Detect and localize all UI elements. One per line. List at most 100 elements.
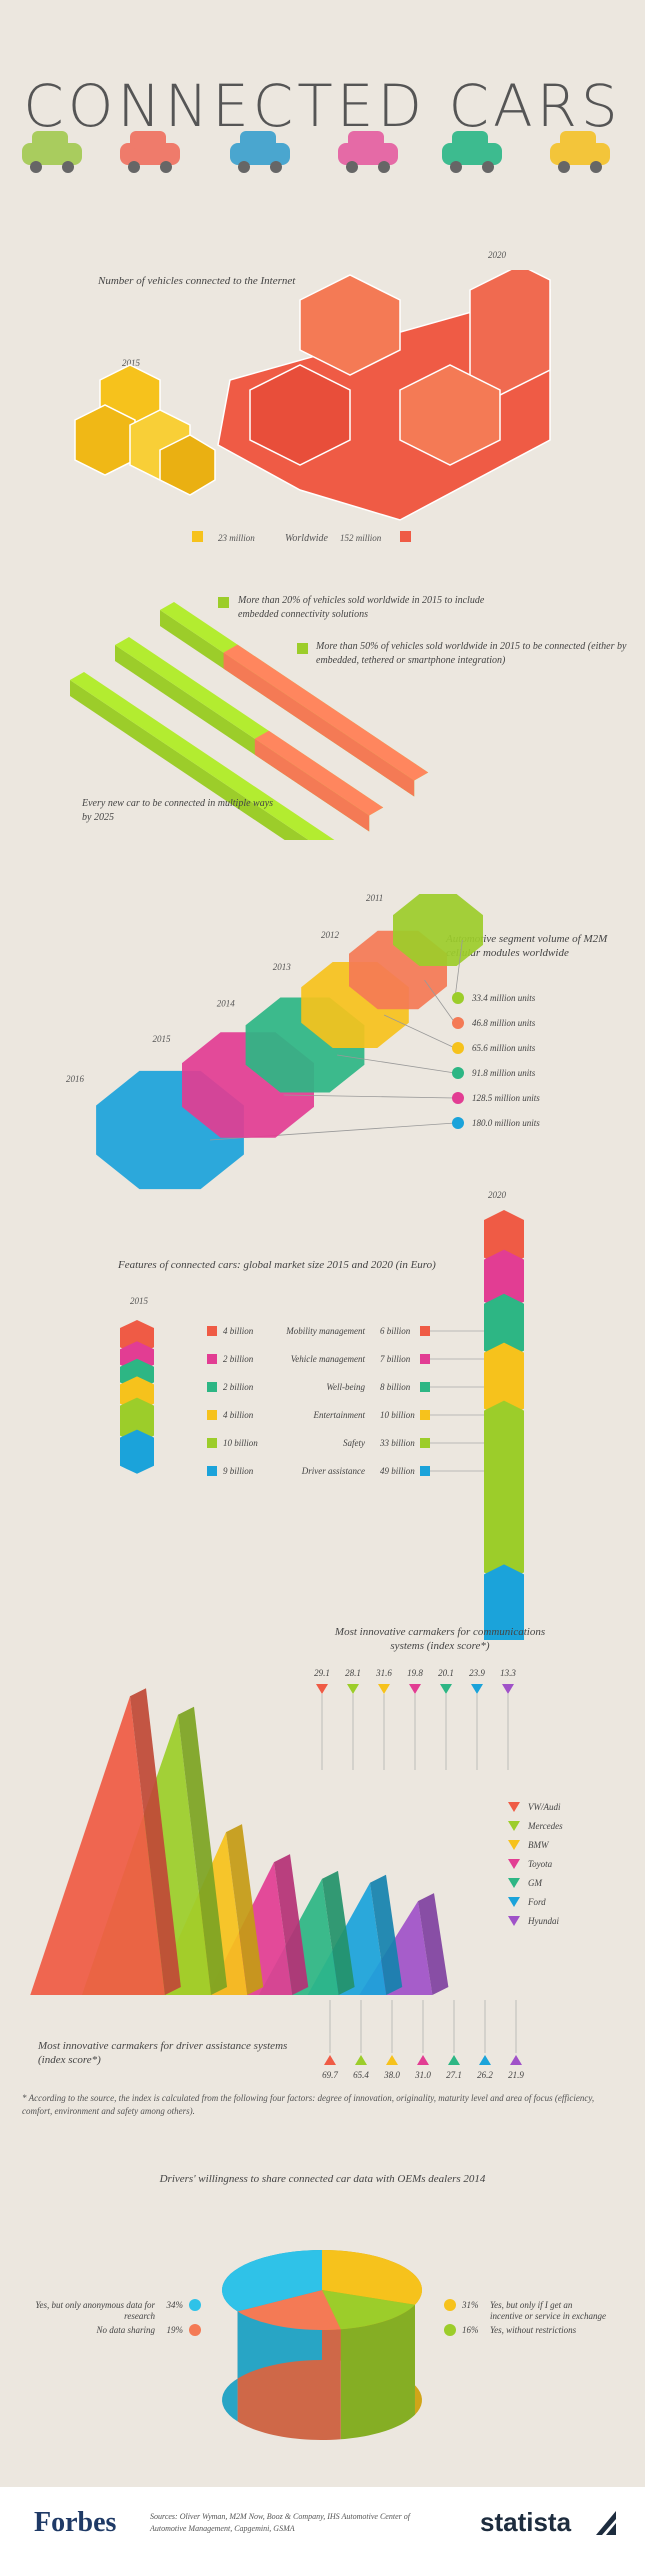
assist-marker: [324, 2055, 336, 2065]
m2m-leader: [337, 1054, 456, 1074]
maker-legend-marker: [508, 1916, 520, 1926]
car-icons-row: [22, 131, 610, 173]
pie-slice-2: [237, 2290, 341, 2330]
feat-value-2015: 4 billion: [223, 1326, 254, 1336]
maker-legend-marker: [508, 1821, 520, 1831]
s3-title: Automotive segment volume of M2M cellula…: [446, 933, 608, 959]
maker-legend-label: Mercedes: [527, 1821, 563, 1831]
m2m-leader: [454, 939, 463, 999]
assist-value: 27.1: [446, 2070, 462, 2080]
s1-value-2015: 23 million: [218, 533, 255, 543]
car-icon: [22, 131, 82, 173]
feat-2020-0: [484, 1210, 524, 1268]
s1-year-2015: 2015: [122, 358, 140, 368]
feat-value-2020: 10 billion: [380, 1410, 415, 1420]
assist-value: 69.7: [322, 2070, 338, 2080]
feat-2020-1: [484, 1249, 524, 1312]
m2m-bar-2011: [393, 894, 483, 966]
feat-swatch-2015: [207, 1410, 217, 1420]
s1-cubes: [74, 270, 551, 521]
pie-dot: [189, 2324, 201, 2336]
assist-marker: [355, 2055, 367, 2065]
s1-title: Number of vehicles connected to the Inte…: [98, 275, 296, 287]
feat-swatch-2020: [420, 1354, 430, 1364]
car-icon: [442, 131, 502, 173]
comm-marker: [378, 1684, 390, 1694]
comm-value: 19.8: [407, 1668, 423, 1678]
feat-2020-4: [484, 1400, 524, 1583]
m2m-value-label: 46.8 million units: [472, 1018, 536, 1028]
maker-legend-marker: [508, 1878, 520, 1888]
m2m-year-label: 2014: [217, 998, 236, 1008]
statista-logo: statista: [480, 2507, 572, 2537]
feat-value-2015: 2 billion: [223, 1354, 254, 1364]
s4-title: Features of connected cars: global marke…: [118, 1259, 436, 1271]
footer: Forbes Sources: Oliver Wyman, M2M Now, B…: [0, 2487, 645, 2560]
comm-value: 23.9: [469, 1668, 485, 1678]
assist-triangle-VW/Audi: [30, 1696, 165, 1995]
feat-value-2020: 7 billion: [380, 1354, 411, 1364]
comm-marker: [316, 1684, 328, 1694]
assist-value: 31.0: [414, 2070, 431, 2080]
cubes-2020: [217, 270, 551, 521]
feat-value-2015: 2 billion: [223, 1382, 254, 1392]
footnote: * According to the source, the index is …: [22, 2093, 595, 2116]
pie-label: research: [124, 2311, 155, 2321]
feat-swatch-2015: [207, 1326, 217, 1336]
pie-slice-1: [322, 2290, 415, 2330]
feat-swatch-2020: [420, 1382, 430, 1392]
pie-value: 19%: [167, 2325, 184, 2335]
assist-value: 65.4: [353, 2070, 369, 2080]
s2-swatch-2: [297, 643, 308, 654]
cubes-2015: [74, 364, 216, 496]
legend-2015-swatch: [192, 531, 203, 542]
pie-value: 31%: [461, 2300, 479, 2310]
m2m-leader: [383, 1014, 456, 1049]
bar-remainder: [254, 738, 370, 832]
m2m-year-label: 2015: [153, 1034, 172, 1044]
assist-marker: [479, 2055, 491, 2065]
forbes-logo: Forbes: [34, 2507, 117, 2538]
maker-legend-marker: [508, 1802, 520, 1812]
feat-2020-5: [484, 1564, 524, 1640]
s6-title: Drivers' willingness to share connected …: [159, 2173, 486, 2185]
maker-legend-marker: [508, 1840, 520, 1850]
maker-legend-label: Ford: [527, 1897, 546, 1907]
assist-value: 38.0: [383, 2070, 400, 2080]
s4-year-2020: 2020: [488, 1190, 506, 1200]
m2m-year-label: 2016: [66, 1074, 85, 1084]
m2m-dot: [452, 992, 464, 1004]
comm-value: 31.6: [375, 1668, 392, 1678]
feat-value-2015: 4 billion: [223, 1410, 254, 1420]
feat-value-2015: 9 billion: [223, 1466, 254, 1476]
assist-value: 26.2: [477, 2070, 493, 2080]
car-icon: [120, 131, 180, 173]
car-icon: [230, 131, 290, 173]
m2m-leader: [283, 1094, 456, 1099]
pie-slice-0: [322, 2250, 422, 2305]
comm-marker: [409, 1684, 421, 1694]
pie-value: 16%: [462, 2325, 479, 2335]
feat-swatch-2020: [420, 1410, 430, 1420]
pie-label: Yes, but only if I get an: [490, 2300, 573, 2310]
s5-title-2: Most innovative carmakers for driver ass…: [38, 2040, 288, 2066]
m2m-dot: [452, 1117, 464, 1129]
m2m-year-label: 2011: [366, 893, 383, 903]
bar-remainder-top: [223, 644, 429, 781]
car-icon: [550, 131, 610, 173]
s2-swatch-1: [218, 597, 229, 608]
m2m-value-label: 91.8 million units: [472, 1068, 536, 1078]
comm-marker: [502, 1684, 514, 1694]
feat-2015-4: [120, 1397, 154, 1444]
feat-swatch-2015: [207, 1382, 217, 1392]
bar-remainder: [223, 652, 415, 797]
feat-value-2015: 10 billion: [223, 1438, 258, 1448]
s2-bar-2: [70, 672, 335, 840]
assist-triangle-side: [226, 1824, 264, 1995]
assist-triangle-side: [130, 1688, 181, 1995]
m2m-dot: [452, 1017, 464, 1029]
feat-swatch-2015: [207, 1466, 217, 1476]
comm-marker: [347, 1684, 359, 1694]
maker-legend-marker: [508, 1897, 520, 1907]
